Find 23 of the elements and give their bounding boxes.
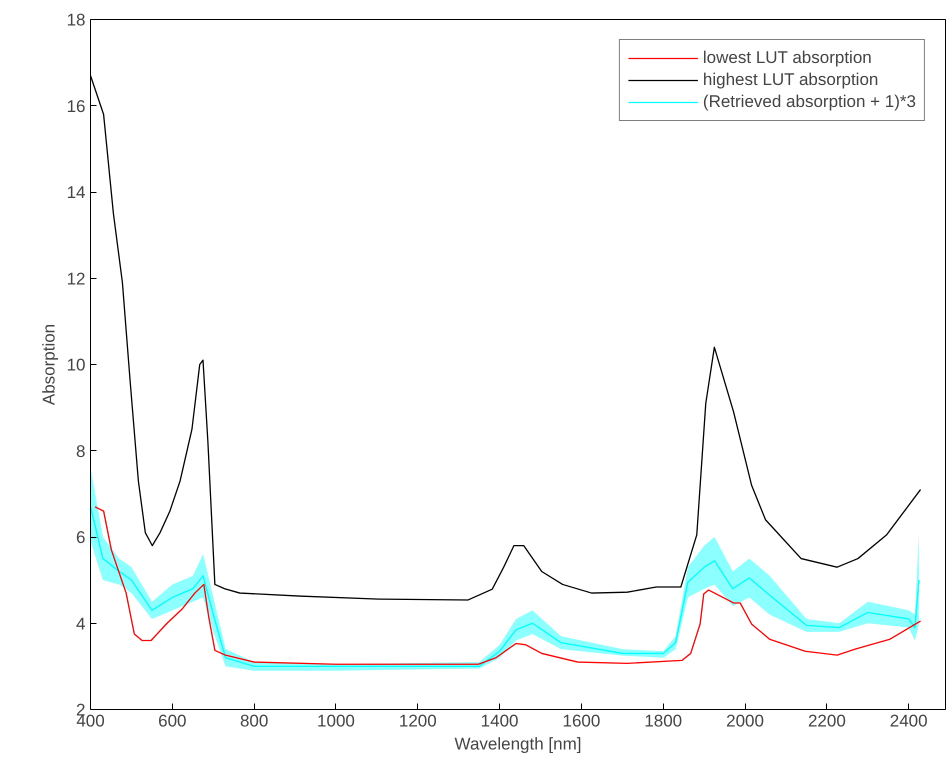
legend-label: lowest LUT absorption (702, 48, 872, 68)
x-tick-label: 2000 (726, 712, 764, 730)
x-tick-label: 800 (240, 712, 268, 730)
x-axis-title: Wavelength [nm] (454, 734, 582, 754)
x-tick-label: 1200 (398, 712, 437, 730)
y-tick-label: 18 (66, 10, 86, 30)
y-tick-label: 8 (76, 442, 86, 461)
legend-label: highest LUT absorption (702, 70, 878, 90)
x-tick-label: 2200 (808, 712, 846, 730)
y-tick-label: 6 (76, 528, 86, 547)
x-tick-label: 1000 (317, 712, 355, 730)
y-tick-label: 12 (66, 269, 86, 288)
x-tick-label: 1800 (644, 712, 682, 730)
x-tick-label: 1400 (480, 712, 519, 730)
x-tick-label: 1600 (562, 712, 600, 730)
x-tick-label: 600 (158, 712, 187, 730)
y-tick-label: 16 (66, 96, 86, 116)
y-tick-label: 4 (76, 614, 86, 634)
legend-label: (Retrieved absorption + 1)*3 (702, 92, 916, 112)
y-axis-title: Absorption (40, 324, 59, 406)
y-tick-label: 10 (66, 356, 86, 374)
x-tick-label: 2400 (890, 712, 928, 730)
y-tick-label: 14 (66, 183, 86, 202)
